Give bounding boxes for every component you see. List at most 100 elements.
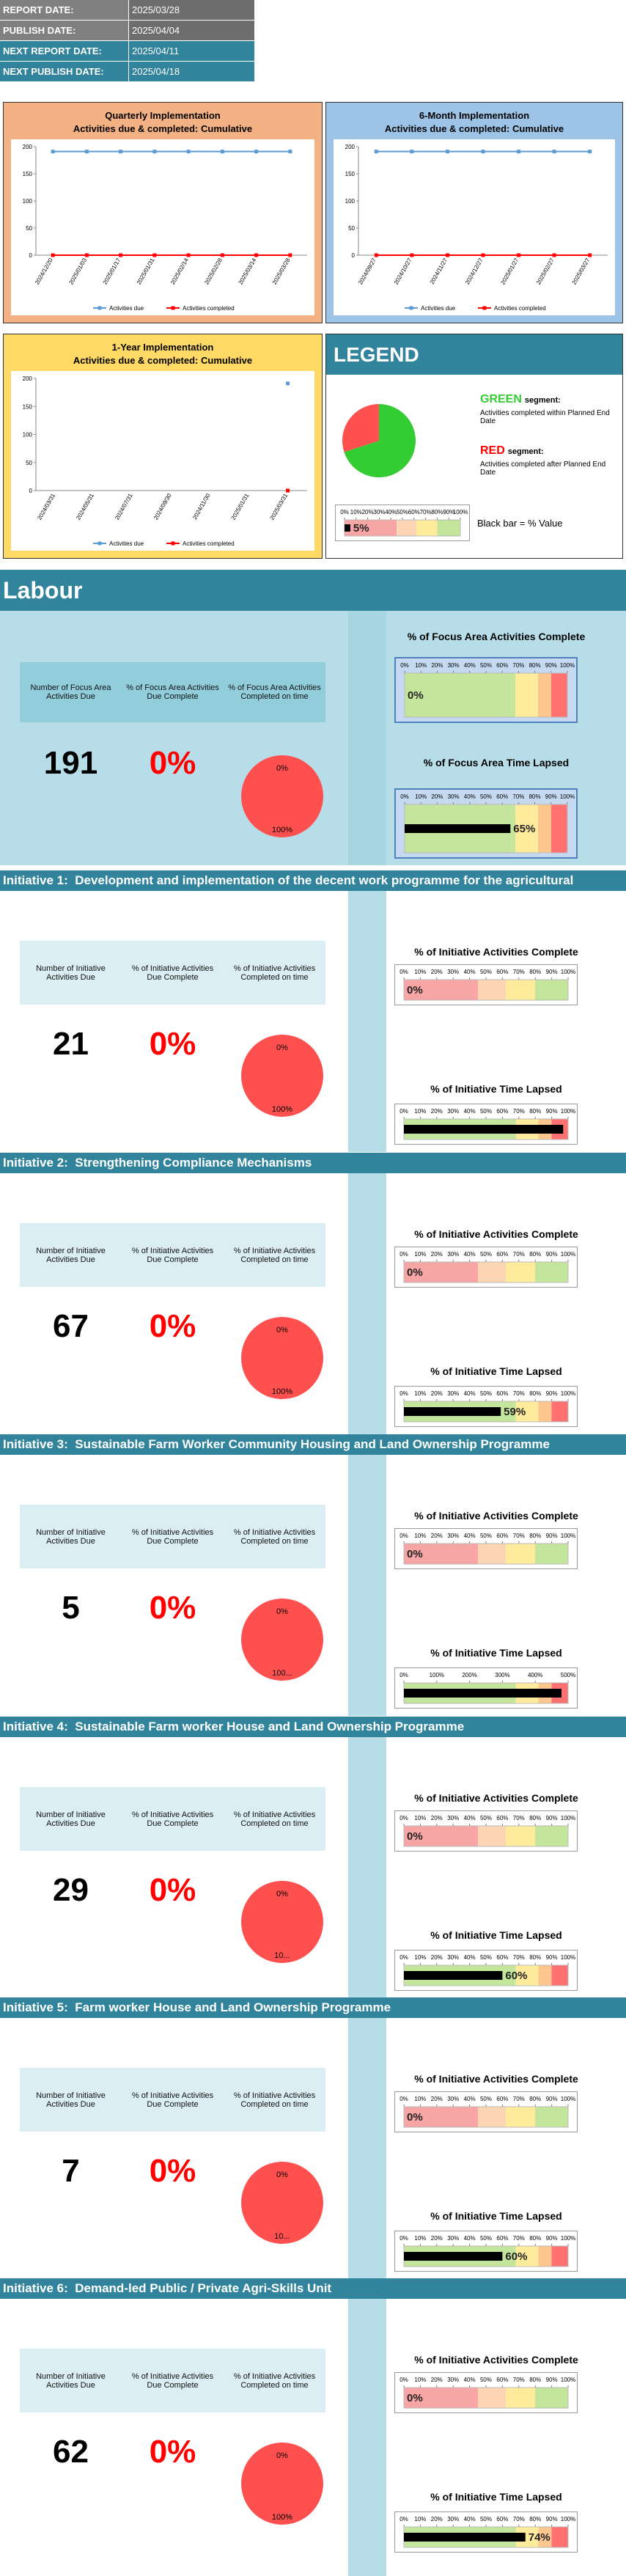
on-time-pie: 0% 100% [241,755,323,837]
section-header: Initiative 2: Strengthening Compliance M… [0,1153,626,1173]
legend-marker [409,306,413,310]
gauge: 0% 10% 20% 30% 40% 50% 60% 70% 80% 90% 100% 5% [335,504,470,541]
gauge-band [403,2106,569,2128]
gauge-value-label: 0% [407,984,423,997]
x-tick-label: 2024/03/31 [36,492,56,521]
gauge-tick-label: 80% [431,509,443,515]
gauge-tick-label: 20% [431,1815,443,1821]
gauge-tick-label: 80% [529,1954,541,1961]
gauge-tick-label: 60% [496,1815,508,1821]
line-chart: 0 50 100 150 200 2024/09/27 2024/10/27 2024/11/… [334,139,615,315]
point [254,253,259,257]
gauge-tick-label: 100% [561,2235,575,2242]
kpi-due: 191 [43,745,98,781]
section-stripe [348,611,386,865]
gauge-tick-label: 10% [414,1815,426,1821]
pie-label: 0% [276,764,288,773]
pie-label: 0% [276,1890,288,1898]
gauge-tick-label: 60% [496,2377,508,2383]
gauge-tick-label: 50% [480,2377,492,2383]
gauge-value-label: 5% [353,522,369,535]
chart-panel: 6-Month Implementation Activities due & c… [325,102,623,323]
kpi-complete: 0% [149,2153,196,2189]
kpi-header-cell: % of Initiative Activities Due Complete [122,1787,224,1851]
y-tick-label: 0 [29,488,33,494]
gauge-chart: 0% 10% 20% 30% 40% 50% 60% 70% 80% 90% 100% 0% [399,1815,575,1847]
kpi-header-text: % of Focus Area Activities Due Complete [126,683,219,701]
x-tick-label: 2024/05/31 [75,492,95,521]
kpi-header-cell: % of Initiative Activities Completed on … [224,1787,325,1851]
gauge-tick-label: 20% [431,1108,443,1115]
gauge-value-bar [405,824,511,833]
gauge-tick-label: 20% [431,2096,443,2102]
gauge: 0% 10% 20% 30% 40% 50% 60% 70% 80% 90% 100% 0% [394,1247,578,1288]
chart-panel: 1-Year Implementation Activities due & co… [3,334,323,559]
kpi-complete: 0% [149,1590,196,1626]
gauge-tick-label: 70% [513,1815,525,1821]
gauge-title: % of Initiative Activities Complete [414,1228,578,1240]
gauge-tick-label: 30% [373,509,385,515]
gauge-tick-label: 70% [513,1533,525,1539]
x-tick-label: 2024/10/27 [393,257,413,286]
gauge-tick-label: 60% [496,2516,508,2522]
gauge-tick-label: 30% [447,2096,459,2102]
gauge-value-bar [404,1689,562,1698]
x-tick-label: 2025/02/28 [203,257,224,286]
gauge-tick-label: 70% [512,662,524,669]
legend-panel: LEGEND GREEN segment: Activities completed … [325,334,623,559]
gauge-title: % of Initiative Time Lapsed [430,1647,562,1659]
y-tick-label: 150 [23,403,33,410]
chart-subtitle: Activities due & completed: Cumulative [384,123,564,134]
section-stripe [348,891,386,1152]
gauge-tick-label: 0% [399,1954,408,1961]
gauge-tick-label: 10% [414,1533,426,1539]
gauge-tick-label: 0% [399,1390,408,1397]
pie-slice [241,2162,323,2244]
gauge-tick-label: 10% [414,1251,426,1258]
section-stripe [348,2018,386,2279]
gauge-tick-label: 100% [561,1533,575,1539]
gauge-tick-label: 70% [513,1390,525,1397]
kpi-header-text: % of Initiative Activities Completed on … [233,1810,316,1828]
gauge-tick-label: 20% [431,662,443,669]
gauge-tick-label: 0% [400,793,409,800]
gauge-tick-label: 60% [496,2235,508,2242]
gauge-tick-label: 50% [480,2096,492,2102]
gauge-tick-label: 100% [560,793,575,800]
x-tick-label: 2024/09/27 [357,257,378,286]
point [445,150,449,154]
legend-segment-name: RED [480,444,505,457]
gauge-tick-label: 80% [529,1815,541,1821]
kpi-due: 5 [62,1590,80,1626]
gauge: 0% 10% 20% 30% 40% 50% 60% 70% 80% 90% 100% [394,1104,578,1145]
kpi-complete: 0% [149,2434,196,2470]
y-tick-label: 50 [348,225,355,232]
line-chart: 0 50 100 150 200 2024/12/20 2025/01/03 2025/01/… [11,139,314,315]
gauge-chart: 0% 10% 20% 30% 40% 50% 60% 70% 80% 90% 100% 60% [399,2235,575,2267]
gauge-tick-label: 60% [408,509,420,515]
gauge-tick-label: 10% [414,1954,426,1961]
kpi-header: Number of Initiative Activities Due % of … [20,1787,325,1851]
gauge-tick-label: 40% [464,1954,476,1961]
point [186,253,191,257]
legend-segment-suffix: segment: [524,396,561,405]
gauge-tick-label: 10% [414,1108,426,1115]
on-time-pie: 0% 100% [241,1035,323,1117]
y-tick-label: 0 [352,252,356,259]
x-tick-label: 2025/02/14 [169,257,190,286]
gauge-tick-label: 50% [480,2235,492,2242]
gauge-tick-label: 10% [414,2377,426,2383]
gauge-tick-label: 50% [480,1954,492,1961]
gauge-tick-label: 60% [496,662,508,669]
gauge-tick-label: 40% [464,1390,476,1397]
pie-label: 0% [276,2170,288,2179]
legend-segment-text: Activities completed within Planned End … [480,409,610,425]
gauge-tick-label: 0% [399,2235,408,2242]
legend-label: Activities due [421,305,456,312]
gauge-tick-label: 20% [431,1390,443,1397]
y-tick-label: 200 [23,375,33,382]
legend-segment-title: GREEN segment: [480,393,619,409]
header-label: NEXT PUBLISH DATE: [0,62,128,82]
legend-marker [171,306,175,310]
